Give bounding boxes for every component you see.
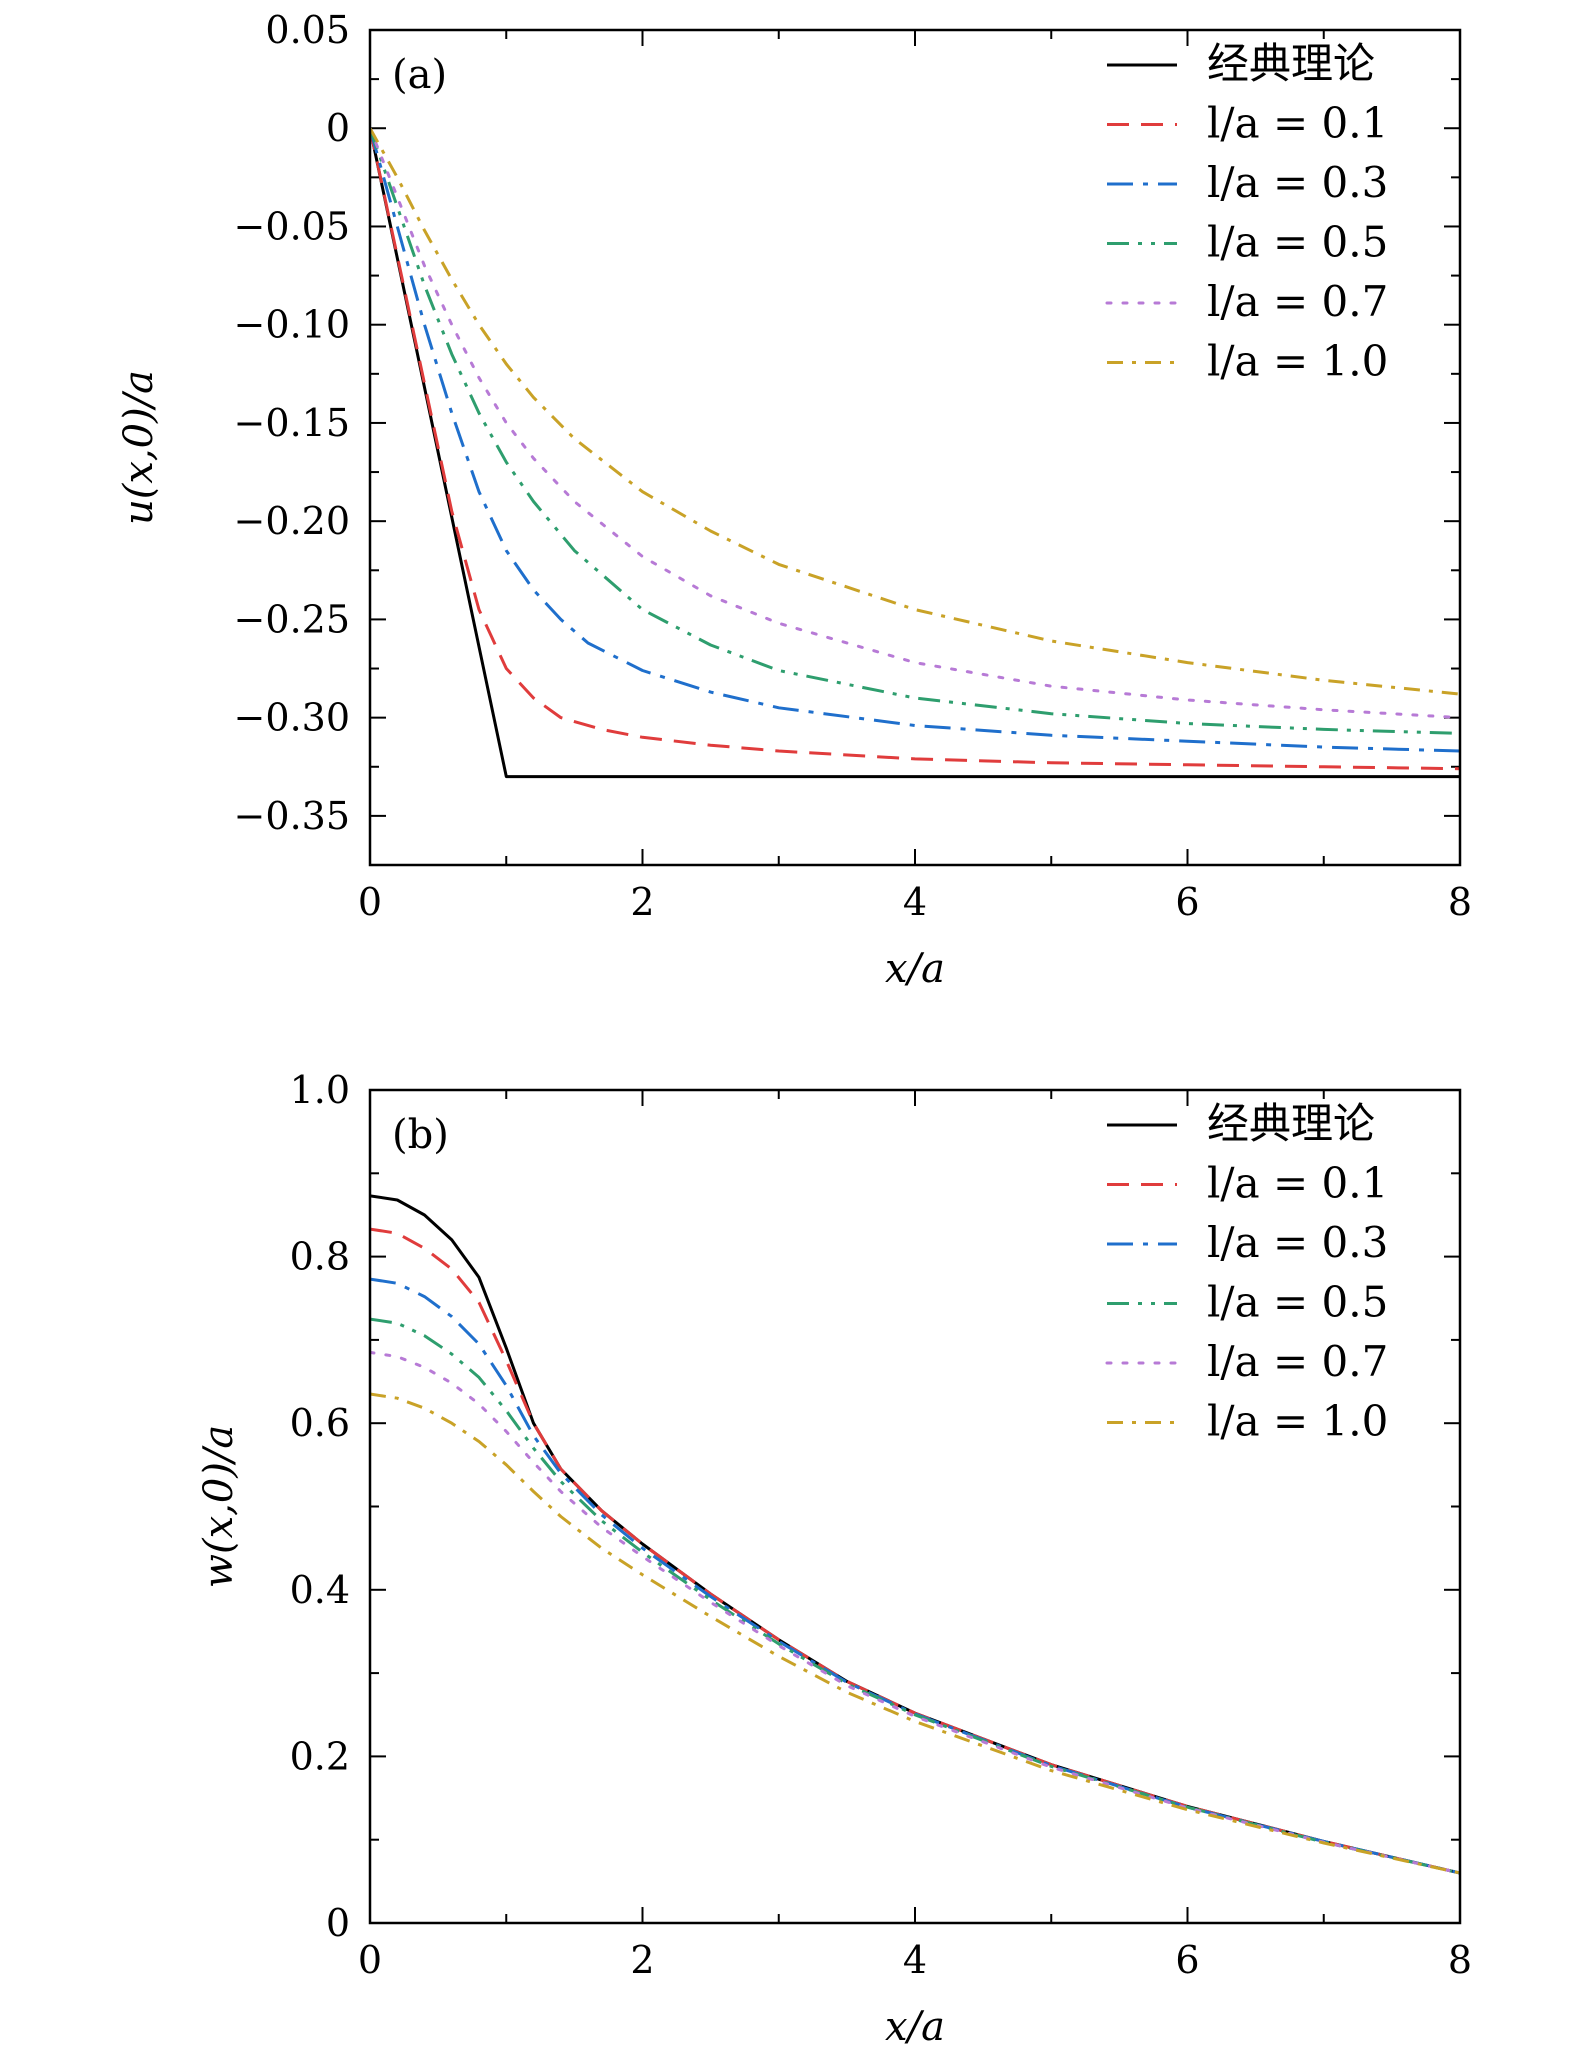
y-axis-label: u(x,0)/a xyxy=(116,370,162,525)
series-line-5 xyxy=(370,127,1460,696)
x-tick-label: 6 xyxy=(1175,1938,1199,1982)
series-line-4 xyxy=(370,126,1460,720)
legend-entry-label: l/a = 0.3 xyxy=(1207,1218,1388,1267)
legend-entry-label: l/a = 0.7 xyxy=(1207,1337,1388,1386)
legend-entry-label: l/a = 0.1 xyxy=(1207,99,1388,148)
chart-panel-a: 0 2 4 6 8 0.05 0 −0.05 −0.10 −0.15 −0.20 −0.25 −0.30… xyxy=(116,8,1472,992)
panel-label: (b) xyxy=(392,1112,449,1158)
x-tick-label: 8 xyxy=(1448,880,1472,924)
plot-frame xyxy=(368,1088,1462,1925)
x-tick-label: 4 xyxy=(903,880,927,924)
legend: 经典理论 l/a = 0.1 l/a = 0.3 l/a = 0.5 l/a = 0.7… xyxy=(1105,1099,1388,1446)
y-tick-label: −0.20 xyxy=(234,499,350,543)
y-tick-label: 0.4 xyxy=(290,1568,350,1612)
legend-entry-label: l/a = 1.0 xyxy=(1207,337,1388,386)
y-tick-label: 0 xyxy=(326,1901,350,1945)
legend-entry-label: l/a = 0.3 xyxy=(1207,158,1388,207)
y-axis-label: w(x,0)/a xyxy=(196,1425,242,1589)
plot-frame xyxy=(368,28,1462,867)
series-line-5 xyxy=(370,1392,1460,1875)
legend-entry-label: 经典理论 xyxy=(1207,39,1375,88)
x-tick-label: 6 xyxy=(1175,880,1199,924)
chart-panel-b: 0 2 4 6 8 0 0.2 0.4 0.6 0.8 1.0 x/a w(x,0)/a (b) 经典理论 l… xyxy=(196,1068,1472,2050)
x-axis-label: x/a xyxy=(885,946,945,992)
series-group xyxy=(370,126,1460,779)
y-tick-label: 0.6 xyxy=(290,1401,350,1445)
x-tick-label: 4 xyxy=(903,1938,927,1982)
legend-entry-label: l/a = 0.7 xyxy=(1207,277,1388,326)
panel-label: (a) xyxy=(392,52,447,98)
legend-entry-label: l/a = 0.5 xyxy=(1207,1278,1388,1327)
series-line-4 xyxy=(370,1350,1460,1875)
legend-entry-label: 经典理论 xyxy=(1207,1099,1375,1148)
series-line-3 xyxy=(370,127,1460,735)
y-tick-label: 0 xyxy=(326,106,350,150)
y-tick-label: −0.25 xyxy=(234,597,350,641)
x-axis-label: x/a xyxy=(885,2004,945,2050)
x-tick-label: 0 xyxy=(358,1938,382,1982)
y-tick-label: −0.30 xyxy=(234,696,350,740)
series-line-2 xyxy=(370,127,1460,753)
legend-entry-label: l/a = 1.0 xyxy=(1207,1397,1388,1446)
y-tick-label: 0.8 xyxy=(290,1235,350,1279)
x-tick-label: 0 xyxy=(358,880,382,924)
legend: 经典理论 l/a = 0.1 l/a = 0.3 l/a = 0.5 l/a = 0.7… xyxy=(1105,39,1388,386)
series-group xyxy=(370,1194,1460,1875)
y-tick-label: 1.0 xyxy=(290,1068,350,1112)
y-tick-label: 0.2 xyxy=(290,1734,350,1778)
x-tick-label: 2 xyxy=(630,880,654,924)
x-tick-label: 2 xyxy=(630,1938,654,1982)
y-tick-label: −0.15 xyxy=(234,401,350,445)
y-tick-label: −0.35 xyxy=(234,794,350,838)
y-tick-label: −0.10 xyxy=(234,303,350,347)
series-line-1 xyxy=(370,127,1460,771)
legend-entry-label: l/a = 0.1 xyxy=(1207,1159,1388,1208)
legend-entry-label: l/a = 0.5 xyxy=(1207,218,1388,267)
y-tick-label: 0.05 xyxy=(265,8,350,52)
series-line-0 xyxy=(370,127,1460,779)
y-tick-label: −0.05 xyxy=(234,204,350,248)
x-tick-label: 8 xyxy=(1448,1938,1472,1982)
